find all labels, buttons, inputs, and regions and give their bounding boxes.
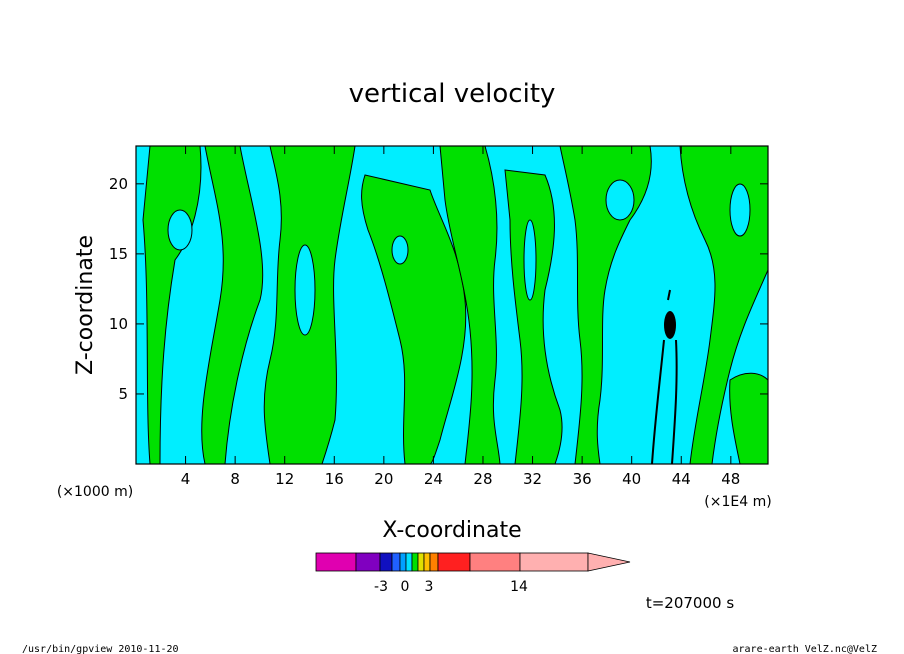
region-f bbox=[504, 169, 563, 464]
island-c bbox=[391, 235, 409, 265]
plot-area bbox=[136, 146, 768, 464]
colorbar-swatch bbox=[355, 552, 381, 572]
colorbar-swatch bbox=[417, 552, 425, 572]
island-a bbox=[167, 209, 193, 251]
footer-left: /usr/bin/gpview 2010-11-20 bbox=[22, 644, 179, 654]
y-tick-label: 5 bbox=[118, 385, 128, 403]
colorbar-swatch bbox=[437, 552, 471, 572]
region-b bbox=[201, 146, 264, 464]
x-tick-label: 20 bbox=[374, 470, 393, 488]
updraft-core bbox=[664, 311, 676, 339]
plot-frame bbox=[135, 145, 769, 465]
x-tick-label: 24 bbox=[424, 470, 443, 488]
region-g bbox=[559, 146, 652, 464]
x-tick-label: 16 bbox=[325, 470, 344, 488]
updraft-plume bbox=[651, 289, 678, 464]
colorbar-swatch bbox=[469, 552, 521, 572]
footer-right: arare-earth_VelZ.nc@VelZ bbox=[733, 644, 878, 654]
y-tick-label: 15 bbox=[109, 245, 128, 263]
x-tick-label: 44 bbox=[672, 470, 691, 488]
colorbar-swatch bbox=[429, 552, 439, 572]
colorbar-arrow bbox=[587, 552, 631, 572]
chart-title: vertical velocity bbox=[349, 79, 556, 109]
island-f bbox=[523, 219, 537, 301]
colorbar-swatch bbox=[379, 552, 393, 572]
negative-velocity-islands bbox=[167, 179, 751, 336]
colorbar-tick-label: 14 bbox=[510, 579, 528, 595]
x-unit-left: (×1000 m) bbox=[57, 484, 133, 500]
x-axis: 4 8 12 16 20 24 28 32 36 40 44 48 bbox=[181, 146, 740, 488]
x-tick-label: 28 bbox=[473, 470, 492, 488]
colorbar-tick-label: 0 bbox=[401, 579, 410, 595]
colorbar-swatch bbox=[519, 552, 589, 572]
y-axis-label: Z-coordinate bbox=[73, 235, 98, 375]
time-label: t=207000 s bbox=[646, 594, 734, 612]
x-tick-label: 40 bbox=[622, 470, 641, 488]
colorbar-swatch bbox=[423, 552, 431, 572]
y-tick-label: 10 bbox=[109, 315, 128, 333]
x-tick-label: 32 bbox=[523, 470, 542, 488]
island-e bbox=[729, 183, 751, 237]
colorbar-swatch bbox=[391, 552, 401, 572]
colorbar-swatch bbox=[405, 552, 413, 572]
x-axis-label: X-coordinate bbox=[382, 518, 521, 543]
colorbar-swatch bbox=[315, 552, 357, 572]
x-tick-label: 8 bbox=[230, 470, 240, 488]
x-tick-label: 12 bbox=[275, 470, 294, 488]
island-b bbox=[294, 244, 316, 336]
colorbar: -3 0 3 14 bbox=[315, 552, 631, 595]
y-tick-label: 20 bbox=[109, 175, 128, 193]
strong-updraft bbox=[651, 289, 678, 464]
x-tick-label: 36 bbox=[573, 470, 592, 488]
colorbar-tick-label: 3 bbox=[425, 579, 434, 595]
x-tick-label: 48 bbox=[721, 470, 740, 488]
colorbar-swatch bbox=[399, 552, 407, 572]
x-unit-right: (×1E4 m) bbox=[704, 494, 771, 510]
x-tick-label: 4 bbox=[181, 470, 191, 488]
region-e bbox=[439, 146, 501, 464]
y-axis: 5 10 15 20 bbox=[109, 175, 768, 403]
region-i bbox=[729, 372, 768, 464]
positive-velocity-regions bbox=[142, 146, 768, 464]
colorbar-swatch bbox=[411, 552, 419, 572]
island-d bbox=[605, 179, 635, 221]
colorbar-tick-label: -3 bbox=[374, 579, 388, 595]
